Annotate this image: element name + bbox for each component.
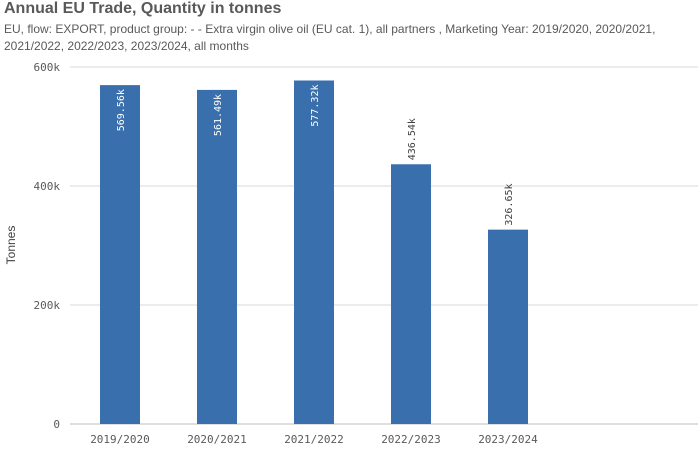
data-label: 436.54k (407, 118, 418, 160)
bar[interactable] (488, 229, 528, 424)
x-tick-label: 2022/2023 (381, 433, 441, 446)
y-tick-label: 200k (34, 299, 61, 312)
y-axis: 0 200k 400k 600k (34, 61, 61, 431)
data-label: 569.56k (116, 89, 127, 131)
gridlines (70, 66, 698, 425)
x-tick-label: 2023/2024 (478, 433, 538, 446)
bar[interactable] (100, 85, 140, 424)
x-tick-label: 2021/2022 (284, 433, 344, 446)
y-tick-label: 400k (34, 180, 61, 193)
chart-title: Annual EU Trade, Quantity in tonnes (4, 0, 282, 17)
y-axis-title: Tonnes (4, 226, 18, 265)
data-label: 561.49k (213, 94, 224, 136)
y-tick-label: 600k (34, 61, 61, 74)
bars (100, 80, 528, 424)
x-tick-label: 2020/2021 (187, 433, 247, 446)
chart-subtitle: EU, flow: EXPORT, product group: - - Ext… (4, 22, 656, 53)
data-label: 577.32k (310, 84, 321, 126)
bar[interactable] (197, 89, 237, 424)
x-axis: 2019/2020 2020/2021 2021/2022 2022/2023 2023… (90, 433, 538, 446)
x-tick-label: 2019/2020 (90, 433, 150, 446)
data-label: 326.65k (504, 183, 515, 225)
y-tick-label: 0 (53, 418, 60, 431)
bar[interactable] (391, 164, 431, 424)
data-labels: 569.56k 561.49k 577.32k 436.54k 326.65k (116, 84, 515, 225)
bar[interactable] (294, 80, 334, 424)
